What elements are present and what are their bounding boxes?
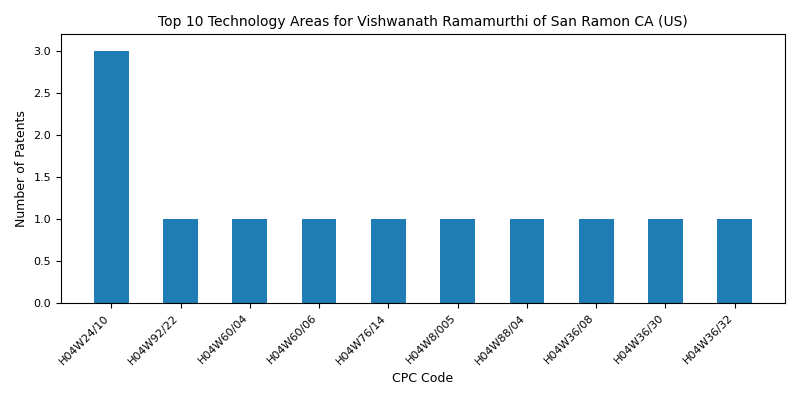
Bar <box>94 51 129 303</box>
Bar <box>510 219 544 303</box>
Title: Top 10 Technology Areas for Vishwanath Ramamurthi of San Ramon CA (US): Top 10 Technology Areas for Vishwanath R… <box>158 15 688 29</box>
Bar <box>648 219 683 303</box>
Bar <box>233 219 267 303</box>
Bar <box>371 219 406 303</box>
Bar <box>579 219 614 303</box>
Bar <box>302 219 337 303</box>
Bar <box>440 219 475 303</box>
Y-axis label: Number of Patents: Number of Patents <box>15 110 28 227</box>
X-axis label: CPC Code: CPC Code <box>393 372 454 385</box>
Bar <box>163 219 198 303</box>
Bar <box>718 219 752 303</box>
